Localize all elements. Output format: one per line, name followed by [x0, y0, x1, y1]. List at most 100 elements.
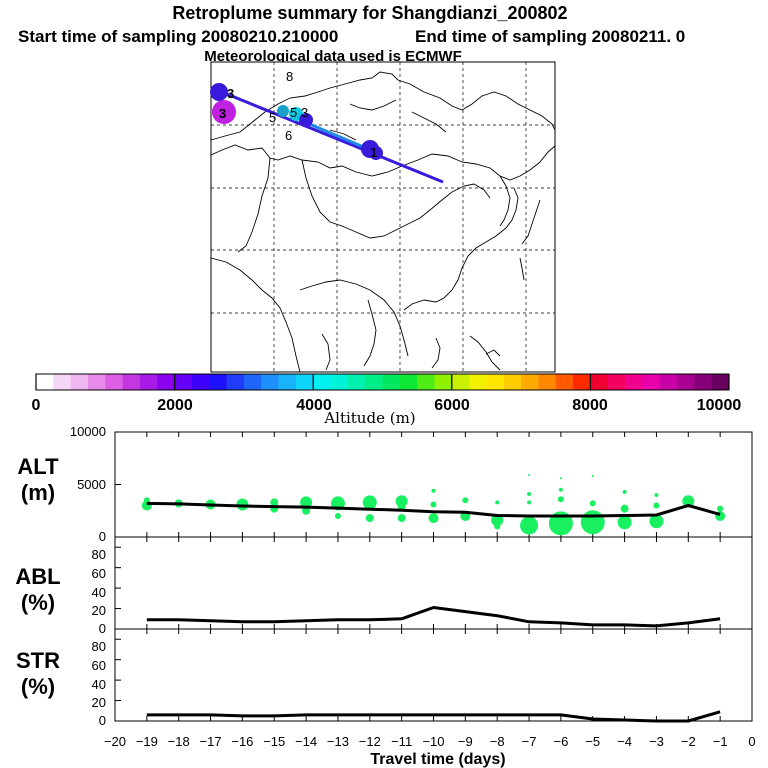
alt-bubble: [430, 501, 437, 508]
map-point-label: 6: [285, 128, 292, 143]
x-tick-label: −4: [617, 734, 632, 749]
colorbar-swatch: [659, 374, 678, 390]
abl-frame: [114, 536, 753, 630]
map-point-label: 5: [269, 110, 276, 125]
map-point-label: 3: [227, 86, 234, 101]
colorbar-swatch: [122, 374, 141, 390]
alt-bubble: [428, 513, 439, 524]
str-ytick: 0: [99, 713, 106, 728]
str-label: STR: [16, 648, 60, 673]
alt-bubble: [557, 496, 564, 503]
colorbar-swatch: [278, 374, 297, 390]
abl-panel: ABL (%) 80 60 40 20 0: [15, 536, 753, 636]
colorbar-swatch: [295, 374, 314, 390]
map-point-label: 5: [290, 105, 297, 120]
trajectory-point: [277, 105, 289, 117]
alt-bubble: [620, 504, 629, 513]
x-tick-label: −7: [522, 734, 537, 749]
trajectory-point: [210, 83, 228, 101]
colorbar-swatch: [469, 374, 487, 390]
colorbar-swatch: [694, 374, 713, 390]
colorbar-swatch: [36, 374, 54, 390]
x-tick-label: 0: [748, 734, 755, 749]
alt-ytick: 5000: [77, 477, 106, 492]
alt-bubble: [580, 510, 605, 535]
x-tick-label: −15: [263, 734, 285, 749]
trajectory-point: [212, 100, 236, 124]
colorbar-swatch: [677, 374, 695, 390]
colorbar-swatch: [139, 374, 158, 390]
alt-bubble: [431, 488, 436, 493]
str-ytick: 20: [92, 695, 106, 710]
x-tick-label: −1: [713, 734, 728, 749]
map-point-label: 3: [301, 105, 308, 120]
x-tick-label: −16: [231, 734, 253, 749]
alt-bubble: [520, 516, 539, 535]
str-ytick: 80: [92, 639, 106, 654]
figure-title: Retroplume summary for Shangdianzi_20080…: [172, 3, 567, 23]
str-unit: (%): [21, 674, 55, 699]
x-tick-label: −18: [168, 734, 190, 749]
alt-bubble: [397, 502, 406, 511]
colorbar-swatch: [399, 374, 418, 390]
coastlines-borders: [210, 71, 556, 373]
colorbar-swatch: [417, 374, 435, 390]
colorbar-swatch: [53, 374, 72, 390]
x-tick-label: −14: [295, 734, 317, 749]
colorbar-swatch: [347, 374, 366, 390]
x-tick-label: −9: [458, 734, 473, 749]
colorbar-swatch: [607, 374, 626, 390]
alt-bubble: [527, 500, 532, 505]
alt-bubble: [617, 515, 632, 530]
alt-plot-area: [114, 431, 753, 538]
colorbar-swatch: [382, 374, 401, 390]
alt-bubble: [491, 514, 504, 527]
x-tick-label: −11: [391, 734, 412, 749]
colorbar-swatch: [711, 374, 730, 390]
x-tick-label: −10: [422, 734, 444, 749]
alt-bubble: [653, 502, 660, 509]
alt-bubble: [365, 514, 374, 523]
abl-ytick: 0: [99, 621, 106, 636]
colorbar-tick: 0: [32, 397, 41, 414]
alt-ytick: 10000: [70, 424, 106, 439]
colorbar-swatch: [105, 374, 124, 390]
x-tick-label: −6: [553, 734, 568, 749]
alt-bubble: [591, 475, 594, 478]
x-tick-label: −5: [585, 734, 600, 749]
x-axis: −20 −19 −18 −17 −16 −15 −14 −13 −12 −11 −10 −9 −8 −7−…: [104, 734, 756, 749]
colorbar-swatch: [538, 374, 557, 390]
trajectory-map: 3 8 3 5 6 5 3 1: [210, 61, 556, 373]
alt-bubble: [558, 487, 563, 492]
map-frame: [210, 61, 556, 373]
colorbar-swatch: [70, 374, 89, 390]
x-tick-label: −2: [681, 734, 696, 749]
x-tick-label: −8: [490, 734, 505, 749]
alt-ytick: 0: [99, 529, 106, 544]
map-point-label: 3: [219, 106, 226, 121]
x-axis-title: Travel time (days): [370, 751, 505, 768]
str-frame: [114, 628, 753, 722]
map-point-label: 8: [286, 69, 293, 84]
x-tick-label: −13: [327, 734, 349, 749]
alt-bubble: [300, 496, 313, 509]
colorbar-swatch: [191, 374, 210, 390]
alt-bubble: [528, 474, 531, 477]
alt-bubble: [334, 513, 341, 519]
start-time-label: Start time of sampling 20080210.210000: [18, 27, 338, 46]
colorbar-swatch: [521, 374, 539, 390]
alt-bubble: [589, 500, 596, 507]
colorbar-tick: 2000: [157, 397, 193, 414]
colorbar-swatch: [625, 374, 643, 390]
alt-bubble: [302, 506, 311, 515]
colorbar-swatch: [486, 374, 505, 390]
str-series-line: [146, 710, 721, 723]
map-gridlines: [211, 62, 555, 372]
met-data-label: Meteorological data used is ECMWF: [204, 48, 462, 65]
colorbar-swatch: [243, 374, 262, 390]
abl-ytick: 40: [92, 585, 106, 600]
colorbar-swatch: [434, 374, 453, 390]
abl-ytick: 60: [92, 566, 106, 581]
str-ytick: 60: [92, 658, 106, 673]
